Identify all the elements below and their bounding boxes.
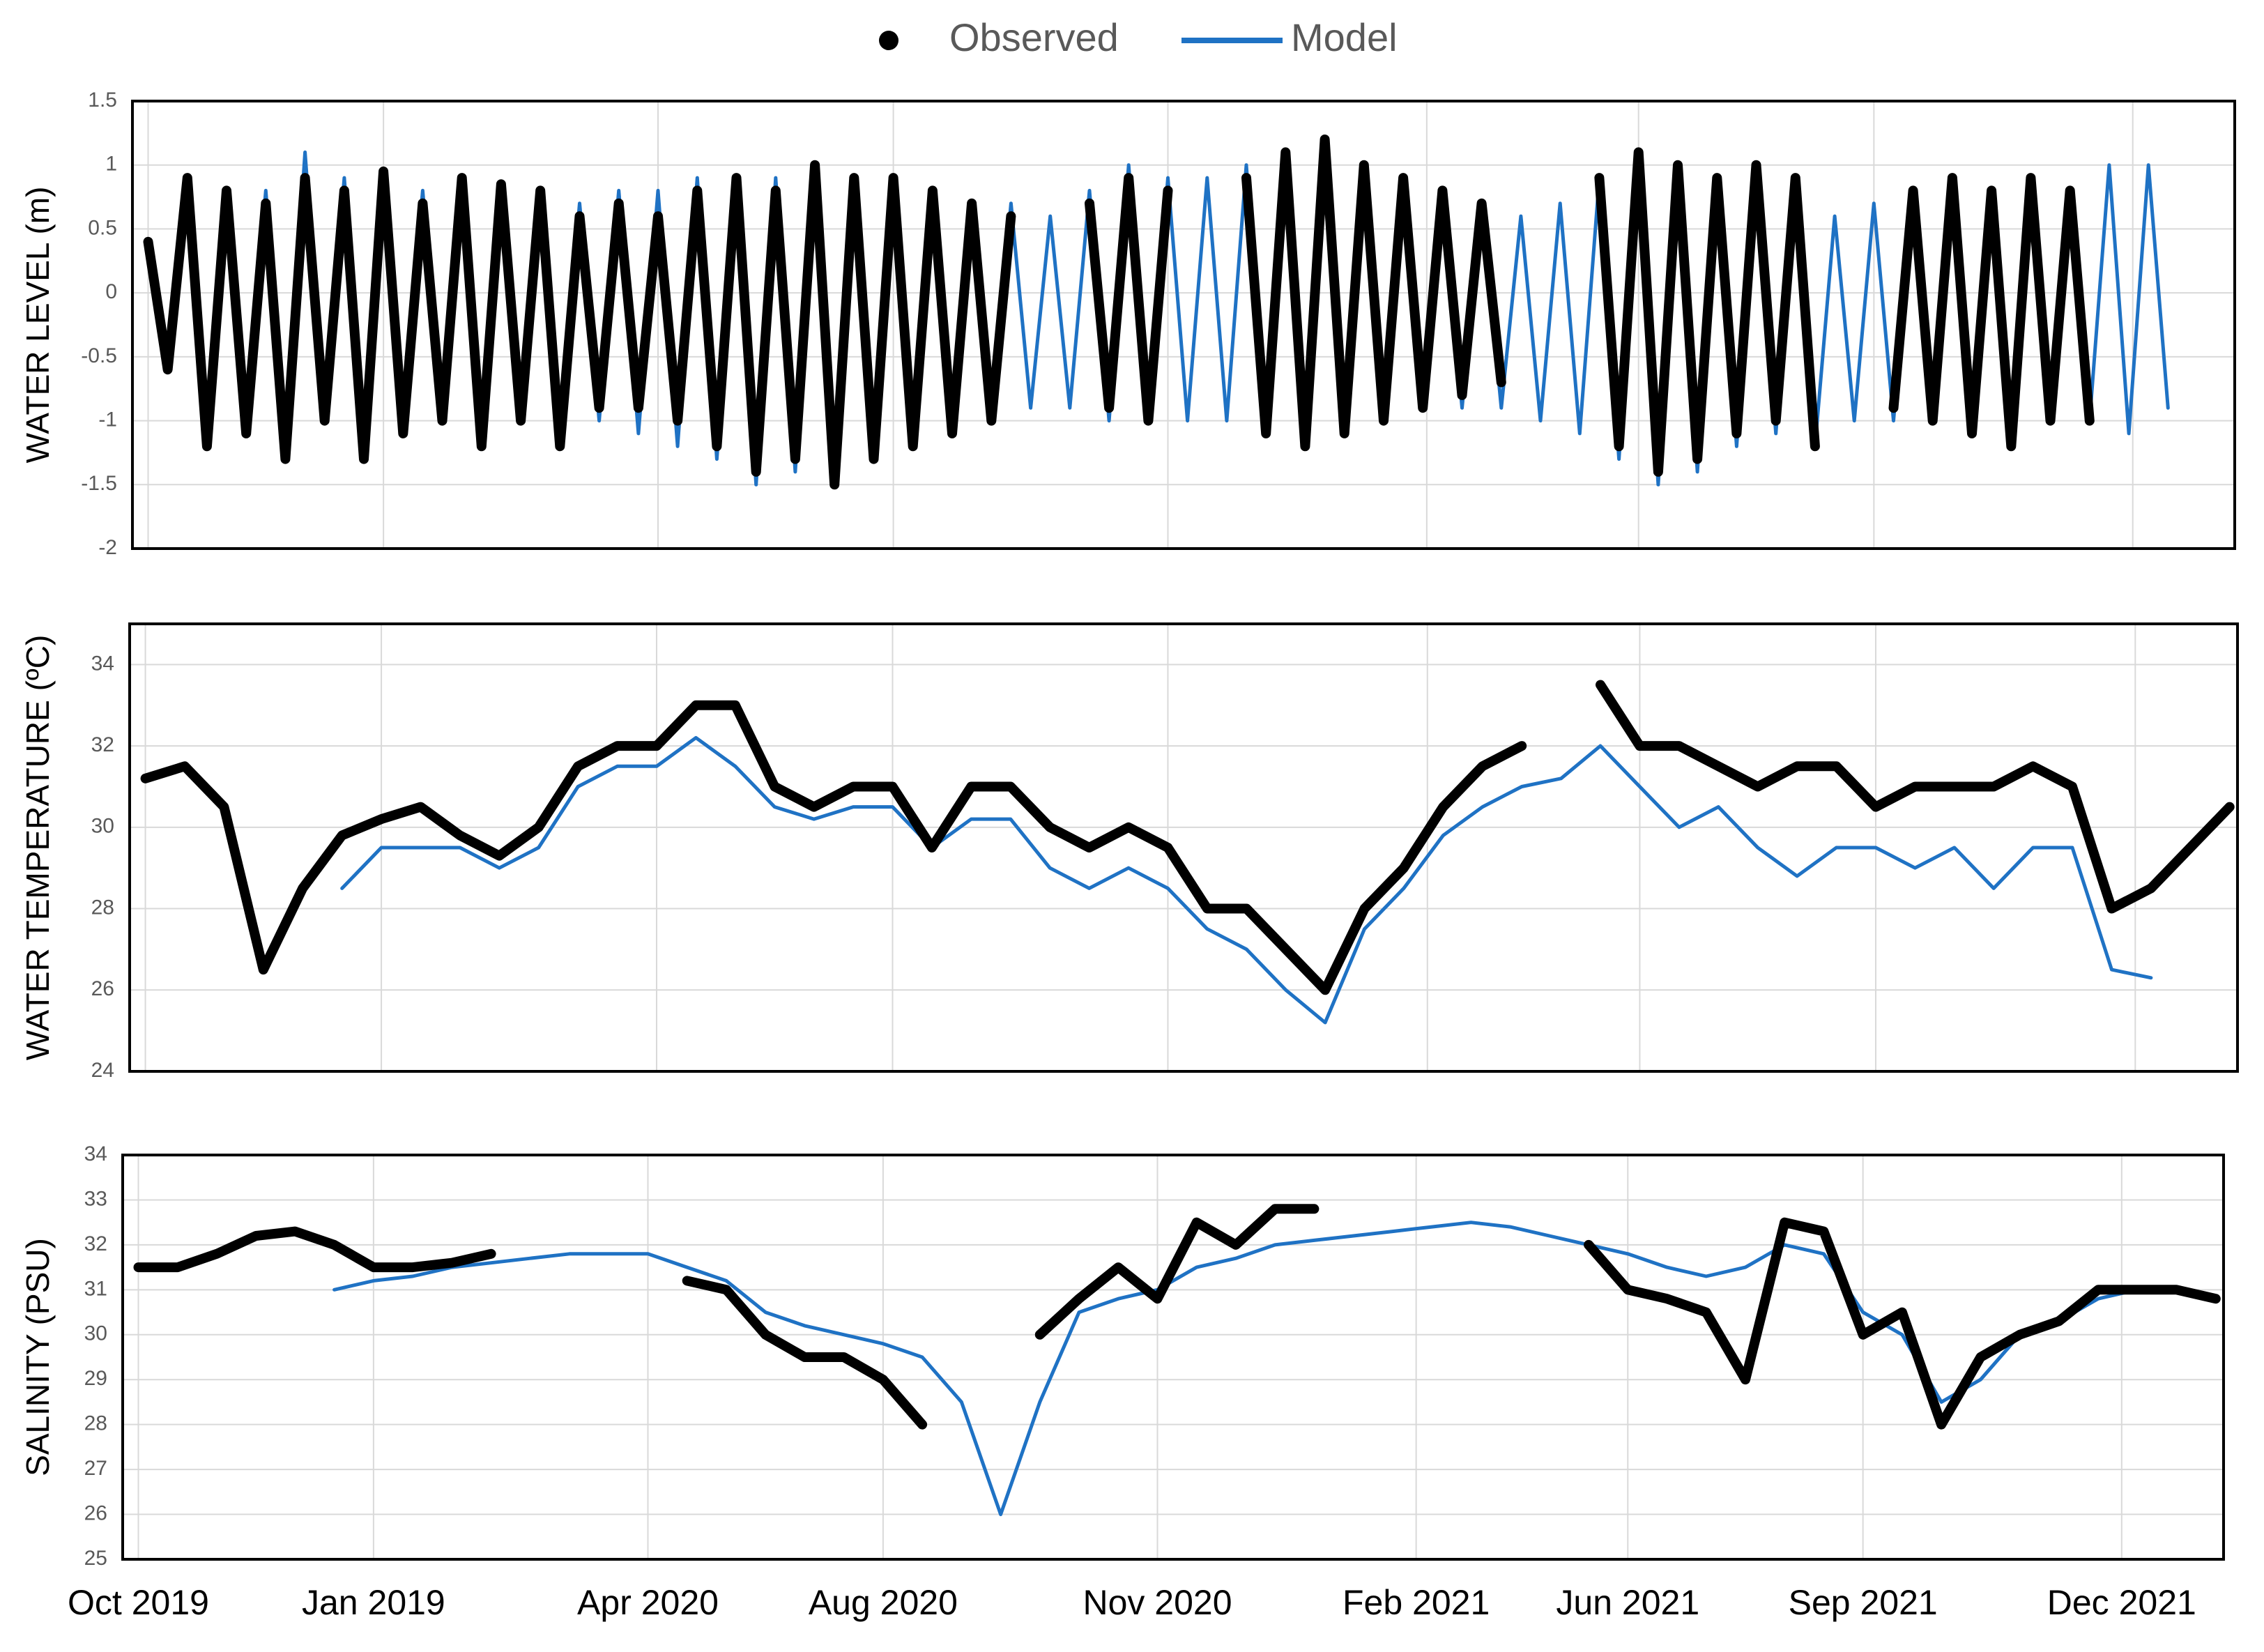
- x-tick-label: Aug 2020: [809, 1583, 958, 1622]
- model-series: [332, 1221, 2218, 1517]
- y-axis-title: WATER TEMPERATURE (ºC): [20, 635, 56, 1061]
- y-tick-label: 24: [91, 1059, 114, 1082]
- y-tick-label: 33: [84, 1187, 107, 1210]
- y-tick-label: 31: [84, 1277, 107, 1300]
- y-tick-label: 34: [91, 652, 114, 675]
- observed-series: [143, 135, 2095, 490]
- y-tick-label: 29: [84, 1367, 107, 1390]
- y-tick-label: 25: [84, 1547, 107, 1570]
- y-tick-label: -1.5: [81, 472, 117, 495]
- y-tick-label: 1: [105, 153, 117, 176]
- x-tick-label: Sep 2021: [1789, 1583, 1938, 1622]
- plot-frame: [121, 1154, 2225, 1561]
- observed-series: [140, 680, 2235, 995]
- y-axis-title: WATER LEVEL (m): [20, 187, 56, 464]
- y-tick-label: 26: [91, 977, 114, 1000]
- y-tick-label: 32: [84, 1232, 107, 1255]
- y-tick-label: 0.5: [88, 216, 117, 239]
- y-tick-label: -2: [98, 536, 117, 559]
- y-tick-label: 32: [91, 733, 114, 756]
- x-tick-label: Apr 2020: [577, 1583, 719, 1622]
- x-tick-label: Oct 2019: [68, 1583, 209, 1622]
- y-tick-label: 1.5: [88, 89, 117, 112]
- y-tick-label: 28: [91, 896, 114, 919]
- y-tick-label: 30: [91, 815, 114, 838]
- x-tick-label: Feb 2021: [1343, 1583, 1490, 1622]
- plot-frame: [131, 100, 2236, 550]
- x-tick-label: Nov 2020: [1083, 1583, 1232, 1622]
- y-axis-title: SALINITY (PSU): [20, 1238, 56, 1476]
- plot-frame: [128, 622, 2239, 1073]
- y-tick-label: 0: [105, 280, 117, 303]
- y-tick-label: 30: [84, 1322, 107, 1345]
- y-tick-label: -0.5: [81, 344, 117, 367]
- y-tick-label: 34: [84, 1142, 107, 1165]
- y-tick-label: -1: [98, 408, 117, 431]
- model-series: [340, 735, 2153, 1025]
- y-tick-label: 27: [84, 1457, 107, 1480]
- x-tick-label: Jan 2019: [302, 1583, 445, 1622]
- legend-marker-observed: [879, 31, 898, 50]
- x-tick-label: Dec 2021: [2047, 1583, 2196, 1622]
- legend-label: Model: [1291, 15, 1398, 59]
- legend-label: Observed: [949, 15, 1119, 59]
- y-tick-label: 26: [84, 1501, 107, 1524]
- x-tick-label: Jun 2021: [1556, 1583, 1699, 1622]
- y-tick-label: 28: [84, 1412, 107, 1435]
- observed-series: [133, 1204, 2221, 1430]
